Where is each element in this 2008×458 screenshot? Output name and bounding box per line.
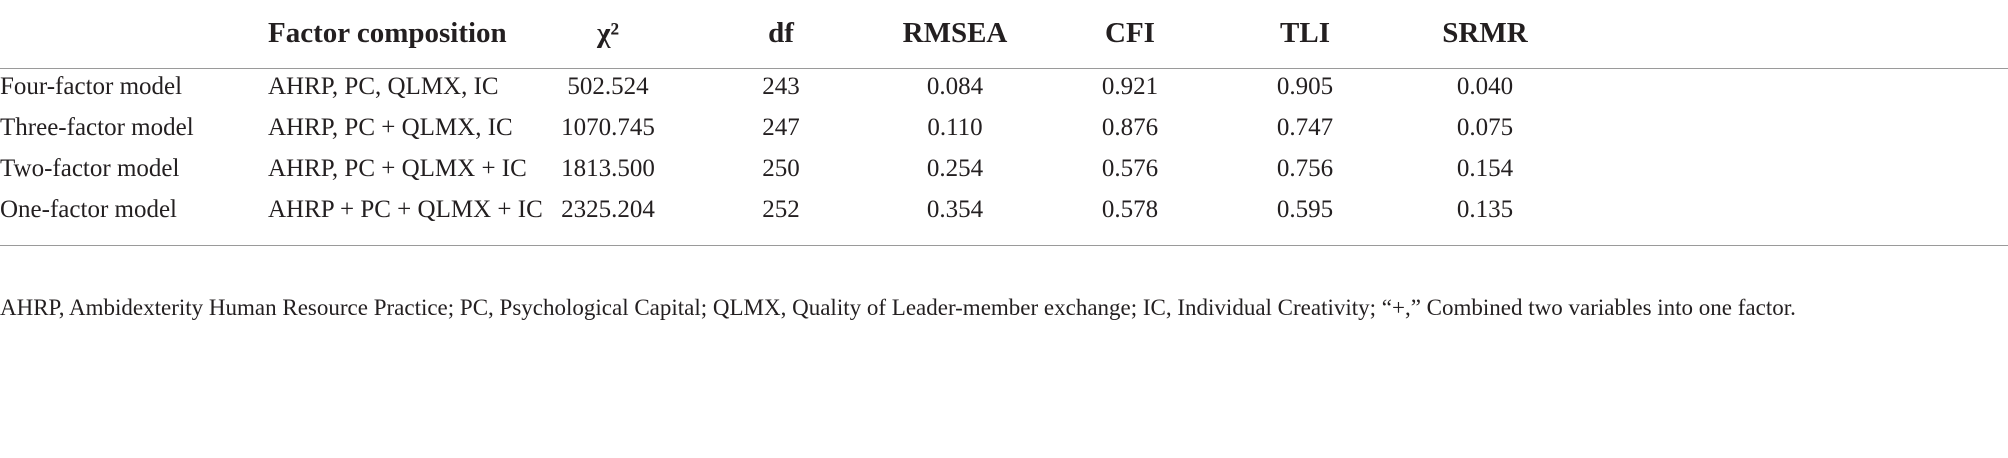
table-cell: AHRP, PC, QLMX, IC [268, 73, 499, 100]
table-cell: 0.040 [1456, 73, 1514, 100]
table-cell: 252 [762, 196, 800, 223]
table-cell: 0.354 [926, 196, 984, 223]
table-cell: 0.756 [1276, 155, 1334, 182]
table-cell: 0.921 [1101, 73, 1159, 100]
table-cell: 247 [762, 114, 800, 141]
header-cell: χ² [596, 17, 620, 49]
table-cell: 1813.500 [561, 155, 655, 182]
table-cell: 1070.745 [561, 114, 655, 141]
table-cell: 0.154 [1456, 155, 1514, 182]
table-cell: AHRP, PC + QLMX, IC [268, 114, 513, 141]
table-cell: 0.084 [926, 73, 984, 100]
table-cell: 502.524 [567, 73, 649, 100]
table-cell: 0.110 [927, 114, 983, 141]
table-cell: 0.254 [926, 155, 984, 182]
header-cell: RMSEA [902, 17, 1008, 49]
bottom-rule [0, 245, 2008, 246]
row-label: Two-factor model [0, 155, 180, 182]
header-cell: CFI [1105, 17, 1155, 49]
table-cell: 250 [762, 155, 800, 182]
table-cell: 0.075 [1456, 114, 1514, 141]
table-cell: 0.576 [1101, 155, 1159, 182]
table-cell: 0.135 [1456, 196, 1514, 223]
header-cell: Factor composition [268, 17, 507, 49]
header-rule [0, 68, 2008, 69]
footnote: AHRP, Ambidexterity Human Resource Pract… [0, 295, 1796, 320]
table-cell: 0.876 [1101, 114, 1159, 141]
table-cell: 0.747 [1276, 114, 1334, 141]
table-cell: 0.905 [1276, 73, 1334, 100]
table-cell: AHRP, PC + QLMX + IC [268, 155, 527, 182]
header-cell: TLI [1280, 17, 1330, 49]
row-label: Four-factor model [0, 73, 183, 100]
header-cell: df [768, 17, 794, 49]
row-label: One-factor model [0, 196, 178, 223]
table-cell: 2325.204 [561, 196, 655, 223]
table-cell: 243 [762, 73, 800, 100]
row-label: Three-factor model [0, 114, 194, 141]
table-cell: AHRP + PC + QLMX + IC [268, 196, 543, 223]
header-cell: SRMR [1442, 17, 1528, 49]
table-cell: 0.595 [1276, 196, 1334, 223]
table-cell: 0.578 [1101, 196, 1159, 223]
